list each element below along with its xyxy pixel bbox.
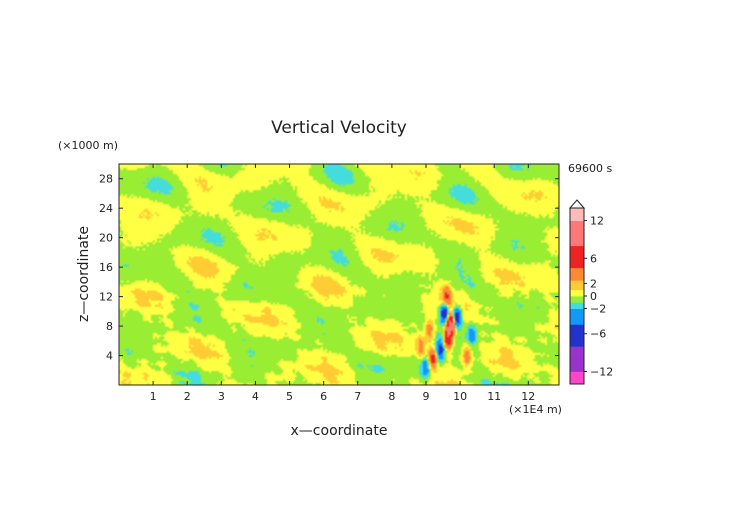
- colorbar-band: [570, 365, 584, 369]
- colorbar-band: [570, 289, 584, 294]
- colorbar-band: [570, 352, 584, 357]
- velocity-heatmap: [119, 164, 559, 385]
- colorbar-band: [570, 305, 584, 309]
- x-axis-label: x—coordinate: [291, 423, 388, 439]
- colorbar-band: [570, 302, 584, 306]
- x-unit-label: (×1E4 m): [509, 403, 562, 416]
- chart-title: Vertical Velocity: [271, 118, 407, 138]
- colorbar-band: [570, 340, 584, 344]
- x-tick-label: 9: [422, 390, 429, 403]
- y-tick-label: 16: [99, 261, 113, 274]
- colorbar-band: [570, 318, 584, 322]
- colorbar-band: [570, 346, 584, 350]
- colorbar-extend-arrow: [568, 199, 586, 209]
- x-tick-label: 1: [150, 390, 157, 403]
- colorbar-band: [570, 280, 584, 284]
- colorbar-band: [570, 358, 584, 363]
- colorbar-band: [570, 252, 584, 256]
- colorbar-tick-label: −6: [590, 328, 606, 341]
- colorbar-band: [570, 368, 584, 372]
- colorbar-band: [570, 236, 584, 240]
- colorbar-band: [570, 274, 584, 278]
- colorbar-band: [570, 267, 584, 272]
- colorbar-bands: [570, 208, 584, 385]
- y-tick-label: 4: [106, 350, 113, 363]
- x-axis-ticks: 1 2 3 4 5 6 7 8 9 10 11 12: [150, 164, 535, 403]
- time-label: 69600 s: [568, 162, 612, 175]
- x-tick-label: 5: [286, 390, 293, 403]
- colorbar-tick-label: −12: [590, 365, 613, 378]
- colorbar-tick-label: 6: [590, 252, 597, 265]
- colorbar-band: [570, 377, 584, 382]
- colorbar-tick-label: 2: [590, 277, 597, 290]
- colorbar-band: [570, 311, 584, 316]
- colorbar-band: [570, 226, 584, 231]
- colorbar-band: [570, 245, 584, 250]
- colorbar-band: [570, 258, 584, 262]
- colorbar-band: [570, 374, 584, 379]
- colorbar-band: [570, 299, 584, 303]
- y-axis-label: z—coordinate: [76, 226, 92, 322]
- plot-frame: [118, 163, 560, 386]
- colorbar-band: [570, 230, 584, 234]
- colorbar-band: [570, 333, 584, 338]
- colorbar-band: [570, 355, 584, 360]
- colorbar-band: [570, 327, 584, 331]
- colorbar-band: [570, 362, 584, 366]
- x-tick-label: 11: [487, 390, 501, 403]
- colorbar-band: [570, 336, 584, 341]
- x-tick-label: 4: [252, 390, 259, 403]
- colorbar-band: [570, 286, 584, 291]
- colorbar-band: [570, 214, 584, 218]
- colorbar-band: [570, 371, 584, 375]
- colorbar-band: [570, 261, 584, 265]
- colorbar-band: [570, 211, 584, 215]
- colorbar-band: [570, 223, 584, 228]
- colorbar-tick-label: 12: [590, 215, 604, 228]
- colorbar-band: [570, 292, 584, 297]
- colorbar-band: [570, 283, 584, 287]
- y-tick-label: 12: [99, 291, 113, 304]
- x-tick-label: 6: [320, 390, 327, 403]
- y-axis-ticks: 4 8 12 16 20 24 28: [99, 173, 559, 363]
- colorbar-labels: 12 6 20−2 −6 −12: [584, 215, 613, 378]
- colorbar-band: [570, 343, 584, 347]
- colorbar-band: [570, 270, 584, 275]
- y-tick-label: 20: [99, 232, 113, 245]
- plot-area: [118, 163, 560, 386]
- colorbar-band: [570, 242, 584, 247]
- colorbar-band: [570, 308, 584, 313]
- colorbar-band: [570, 208, 584, 212]
- colorbar: 12 6 20−2 −6 −12: [568, 199, 613, 385]
- colorbar-band: [570, 296, 584, 300]
- colorbar-band: [570, 277, 584, 281]
- colorbar-band: [570, 217, 584, 221]
- y-tick-label: 24: [99, 202, 113, 215]
- colorbar-band: [570, 321, 584, 325]
- y-tick-label: 8: [106, 320, 113, 333]
- y-tick-label: 28: [99, 173, 113, 186]
- colorbar-band: [570, 233, 584, 237]
- y-unit-label: (×1000 m): [58, 139, 118, 152]
- x-tick-label: 2: [184, 390, 191, 403]
- x-tick-label: 8: [388, 390, 395, 403]
- x-tick-label: 7: [354, 390, 361, 403]
- x-tick-label: 3: [218, 390, 225, 403]
- colorbar-band: [570, 330, 584, 335]
- colorbar-band: [570, 324, 584, 328]
- colorbar-band: [570, 264, 584, 269]
- colorbar-band: [570, 349, 584, 353]
- x-tick-label: 12: [521, 390, 535, 403]
- colorbar-band: [570, 314, 584, 319]
- colorbar-band: [570, 239, 584, 243]
- x-tick-label: 10: [453, 390, 467, 403]
- colorbar-tick-label: −2: [590, 303, 606, 316]
- colorbar-tick-label: 0: [590, 290, 597, 303]
- colorbar-band: [570, 380, 584, 385]
- colorbar-band: [570, 220, 584, 225]
- colorbar-band: [570, 248, 584, 253]
- colorbar-band: [570, 255, 584, 259]
